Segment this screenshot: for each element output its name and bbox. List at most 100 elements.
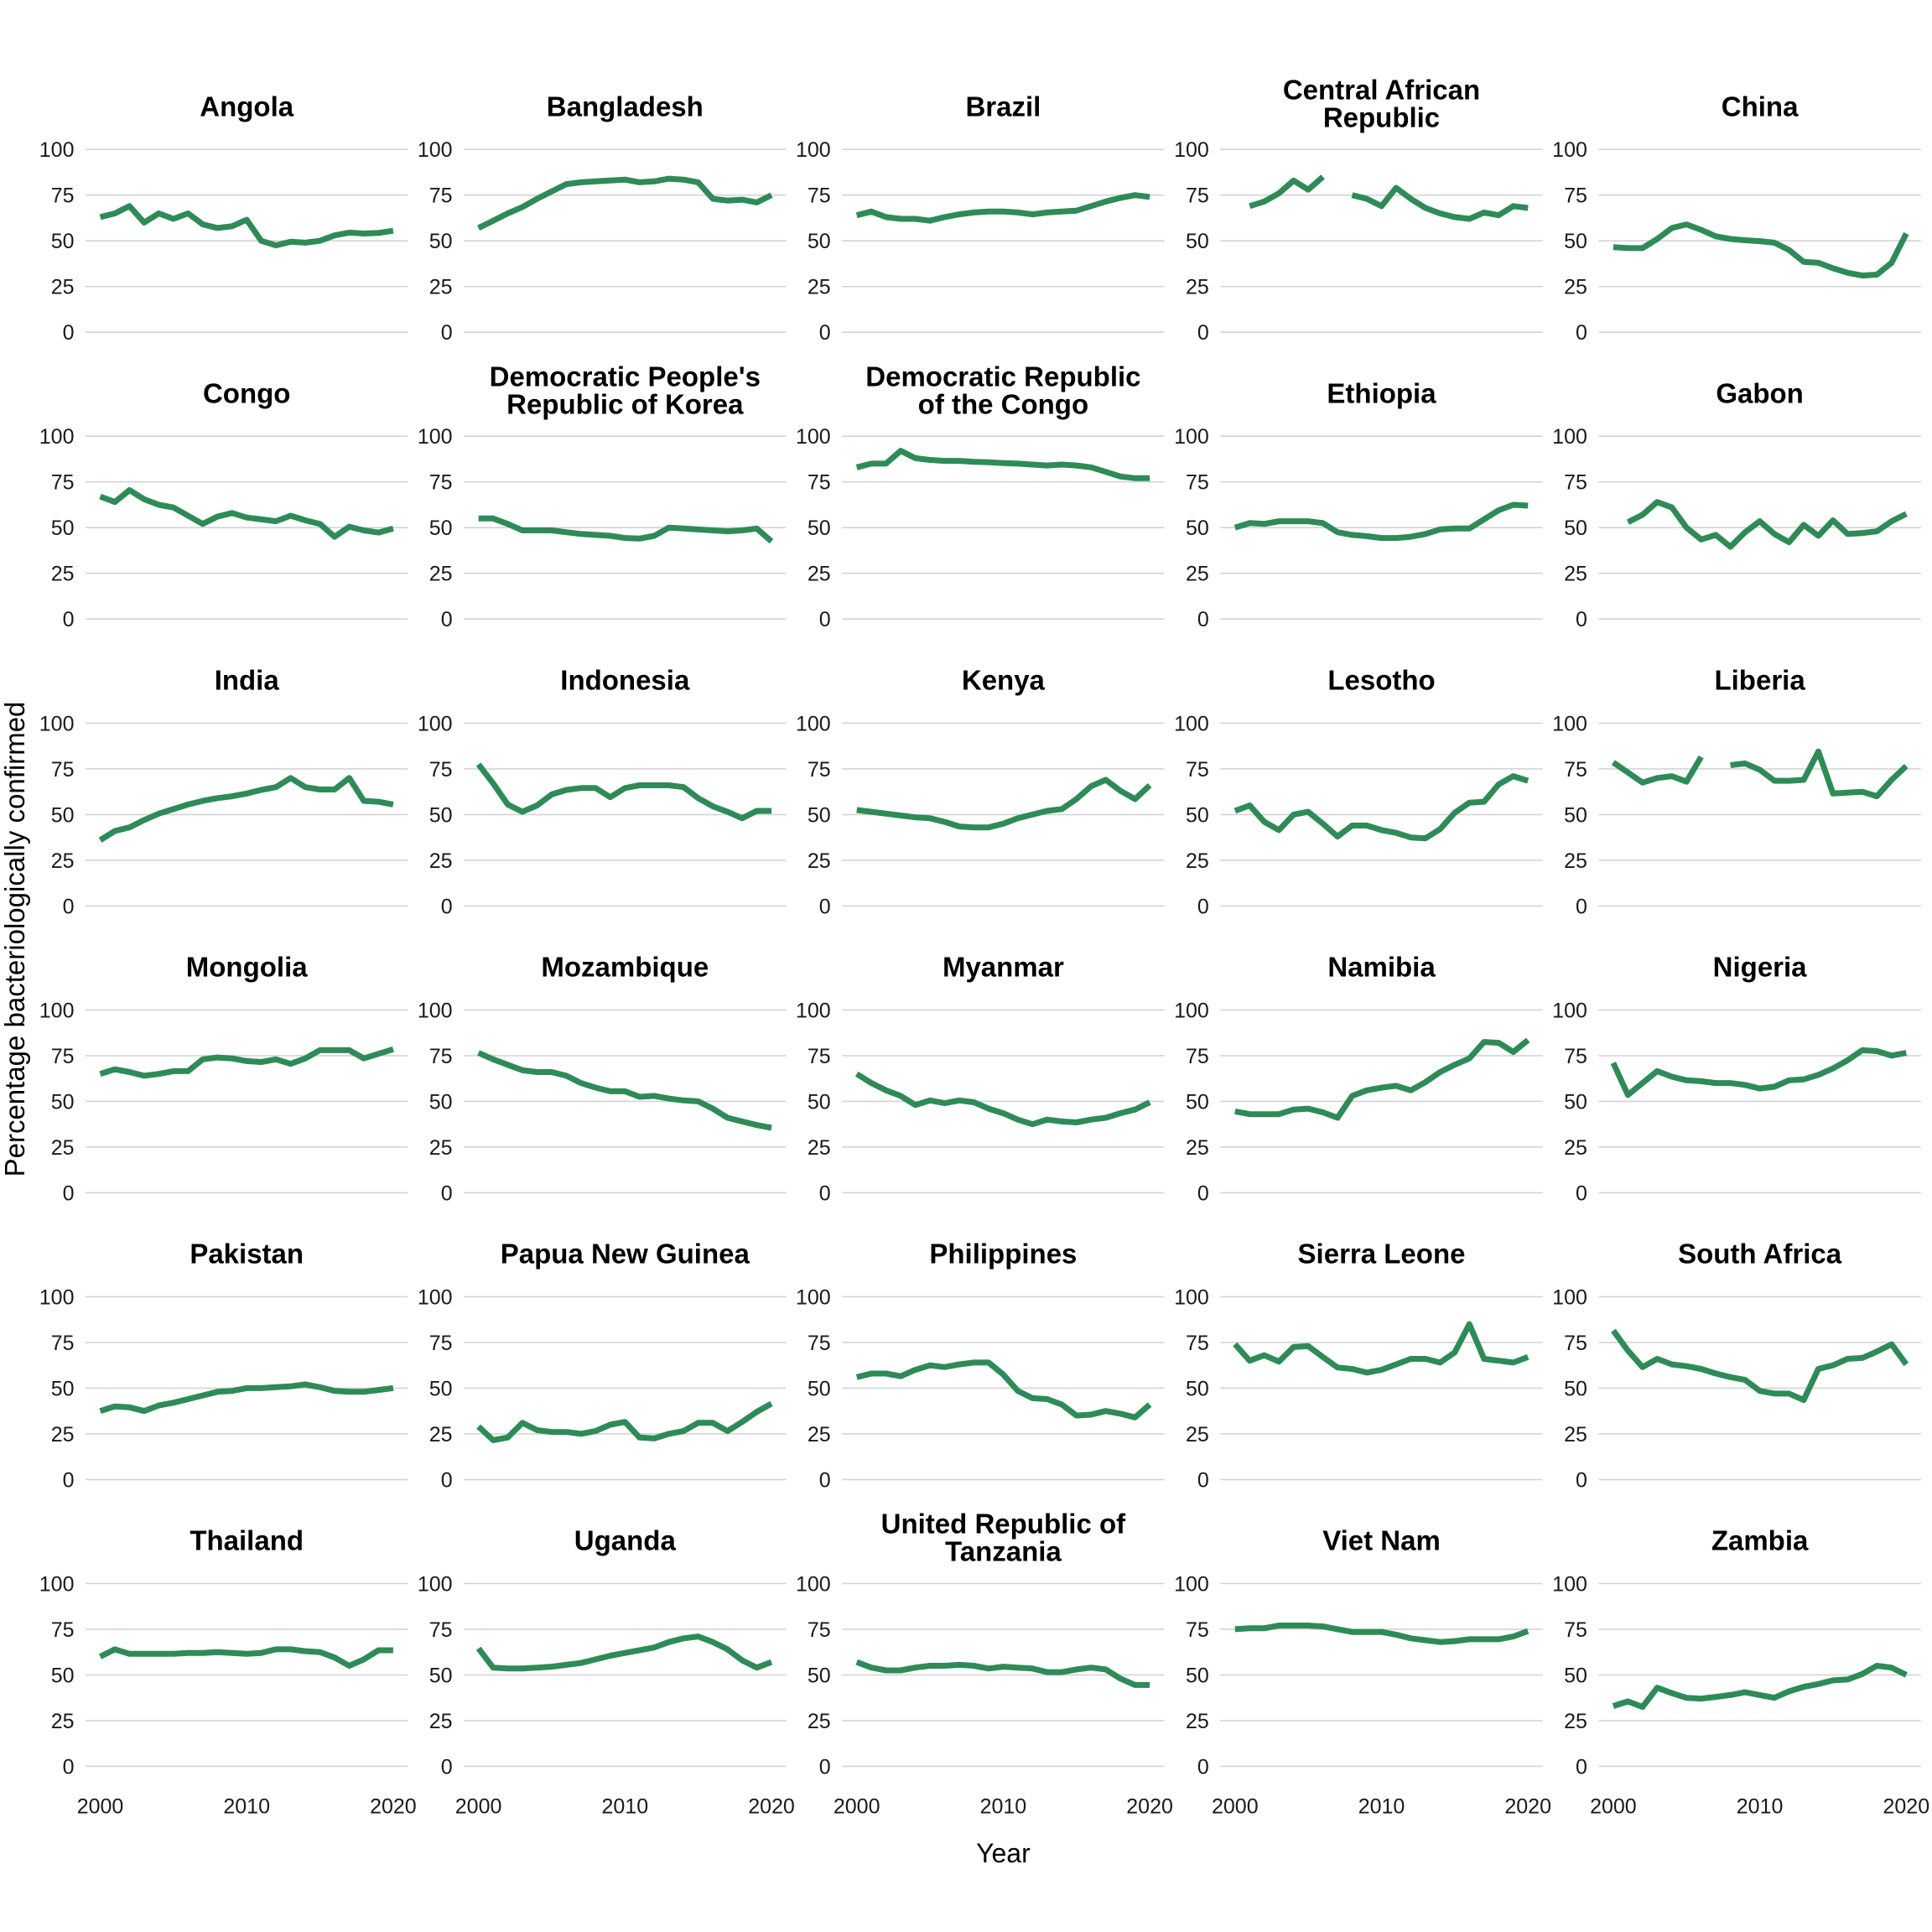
svg-text:Namibia: Namibia <box>1327 952 1436 983</box>
svg-text:2020: 2020 <box>1504 1795 1551 1819</box>
svg-text:75: 75 <box>51 1618 75 1642</box>
svg-text:0: 0 <box>63 1182 75 1205</box>
svg-text:Year: Year <box>976 1838 1031 1868</box>
svg-text:100: 100 <box>1552 138 1587 162</box>
svg-text:75: 75 <box>51 1045 75 1068</box>
svg-text:0: 0 <box>1576 608 1587 631</box>
svg-text:100: 100 <box>39 425 75 449</box>
svg-text:Lesotho: Lesotho <box>1327 665 1435 696</box>
svg-text:75: 75 <box>808 184 831 208</box>
svg-text:100: 100 <box>1552 1572 1587 1596</box>
svg-text:25: 25 <box>808 276 831 299</box>
svg-text:75: 75 <box>808 1618 831 1642</box>
svg-text:Bangladesh: Bangladesh <box>547 91 704 122</box>
svg-text:2010: 2010 <box>601 1795 648 1819</box>
svg-text:Democratic People's: Democratic People's <box>490 361 761 392</box>
svg-text:2020: 2020 <box>1883 1795 1929 1819</box>
svg-text:25: 25 <box>1186 1136 1209 1160</box>
svg-text:100: 100 <box>1174 425 1209 449</box>
svg-text:Philippines: Philippines <box>929 1239 1077 1270</box>
svg-text:50: 50 <box>429 1377 453 1400</box>
svg-text:100: 100 <box>39 712 75 735</box>
svg-text:25: 25 <box>429 849 453 873</box>
svg-text:Republic of Korea: Republic of Korea <box>506 388 744 419</box>
svg-text:100: 100 <box>796 1572 831 1596</box>
svg-text:0: 0 <box>441 1468 453 1492</box>
svg-text:25: 25 <box>1186 276 1209 299</box>
svg-text:India: India <box>215 665 280 696</box>
svg-text:Nigeria: Nigeria <box>1713 952 1808 983</box>
svg-text:75: 75 <box>1564 1045 1587 1068</box>
svg-text:25: 25 <box>808 563 831 586</box>
svg-text:100: 100 <box>39 999 75 1022</box>
svg-text:China: China <box>1722 91 1799 122</box>
svg-text:75: 75 <box>429 1045 453 1068</box>
svg-text:2000: 2000 <box>1212 1795 1259 1819</box>
svg-text:Mozambique: Mozambique <box>541 952 709 983</box>
svg-text:50: 50 <box>51 1664 75 1687</box>
svg-text:50: 50 <box>1564 517 1587 540</box>
svg-text:75: 75 <box>1186 1045 1209 1068</box>
svg-text:25: 25 <box>808 1710 831 1733</box>
svg-text:25: 25 <box>429 276 453 299</box>
svg-text:0: 0 <box>441 1182 453 1205</box>
svg-text:25: 25 <box>1186 1423 1209 1446</box>
svg-text:South Africa: South Africa <box>1678 1239 1842 1270</box>
svg-text:75: 75 <box>51 184 75 208</box>
svg-text:75: 75 <box>808 1045 831 1068</box>
svg-text:25: 25 <box>51 849 75 873</box>
svg-text:100: 100 <box>1552 425 1587 449</box>
svg-text:0: 0 <box>1576 1468 1587 1492</box>
svg-text:0: 0 <box>1197 1755 1209 1779</box>
svg-text:0: 0 <box>1576 1182 1587 1205</box>
svg-text:50: 50 <box>429 517 453 540</box>
svg-text:100: 100 <box>1174 712 1209 735</box>
svg-text:Percentage bacteriologically c: Percentage bacteriologically confirmed <box>0 702 30 1177</box>
svg-text:75: 75 <box>808 471 831 495</box>
svg-text:Gabon: Gabon <box>1716 378 1804 409</box>
svg-text:50: 50 <box>429 1090 453 1114</box>
svg-text:50: 50 <box>51 230 75 253</box>
svg-text:0: 0 <box>819 1755 831 1779</box>
svg-text:75: 75 <box>51 1332 75 1355</box>
svg-text:Viet Nam: Viet Nam <box>1322 1525 1441 1556</box>
svg-text:75: 75 <box>808 1332 831 1355</box>
svg-text:75: 75 <box>429 1332 453 1355</box>
svg-text:Papua New Guinea: Papua New Guinea <box>501 1239 750 1270</box>
svg-text:25: 25 <box>808 849 831 873</box>
svg-text:75: 75 <box>429 471 453 495</box>
svg-text:50: 50 <box>808 517 831 540</box>
svg-text:25: 25 <box>51 563 75 586</box>
svg-text:100: 100 <box>1552 999 1587 1022</box>
svg-text:50: 50 <box>51 1090 75 1114</box>
svg-text:50: 50 <box>51 803 75 827</box>
svg-text:50: 50 <box>808 230 831 253</box>
svg-text:50: 50 <box>1564 1377 1587 1400</box>
svg-text:United Republic of: United Republic of <box>881 1509 1127 1540</box>
svg-text:100: 100 <box>1174 1572 1209 1596</box>
svg-text:Angola: Angola <box>200 91 293 122</box>
svg-text:0: 0 <box>1576 895 1587 918</box>
svg-text:25: 25 <box>808 1423 831 1446</box>
svg-text:50: 50 <box>1186 1377 1209 1400</box>
svg-text:100: 100 <box>796 138 831 162</box>
svg-text:75: 75 <box>1186 1618 1209 1642</box>
svg-text:25: 25 <box>808 1136 831 1160</box>
svg-text:100: 100 <box>796 425 831 449</box>
svg-text:25: 25 <box>1564 276 1587 299</box>
svg-text:75: 75 <box>429 1618 453 1642</box>
svg-text:2000: 2000 <box>77 1795 124 1819</box>
svg-text:75: 75 <box>429 184 453 208</box>
svg-text:50: 50 <box>1564 230 1587 253</box>
svg-text:Democratic Republic: Democratic Republic <box>865 361 1140 392</box>
svg-text:2010: 2010 <box>1358 1795 1405 1819</box>
svg-text:0: 0 <box>63 608 75 631</box>
svg-text:0: 0 <box>1576 1755 1587 1779</box>
svg-text:75: 75 <box>1564 1332 1587 1355</box>
svg-text:0: 0 <box>819 1468 831 1492</box>
svg-text:Indonesia: Indonesia <box>560 665 690 696</box>
svg-text:100: 100 <box>418 999 453 1022</box>
svg-text:Kenya: Kenya <box>962 665 1046 696</box>
svg-text:75: 75 <box>1186 471 1209 495</box>
svg-text:0: 0 <box>1576 321 1587 345</box>
